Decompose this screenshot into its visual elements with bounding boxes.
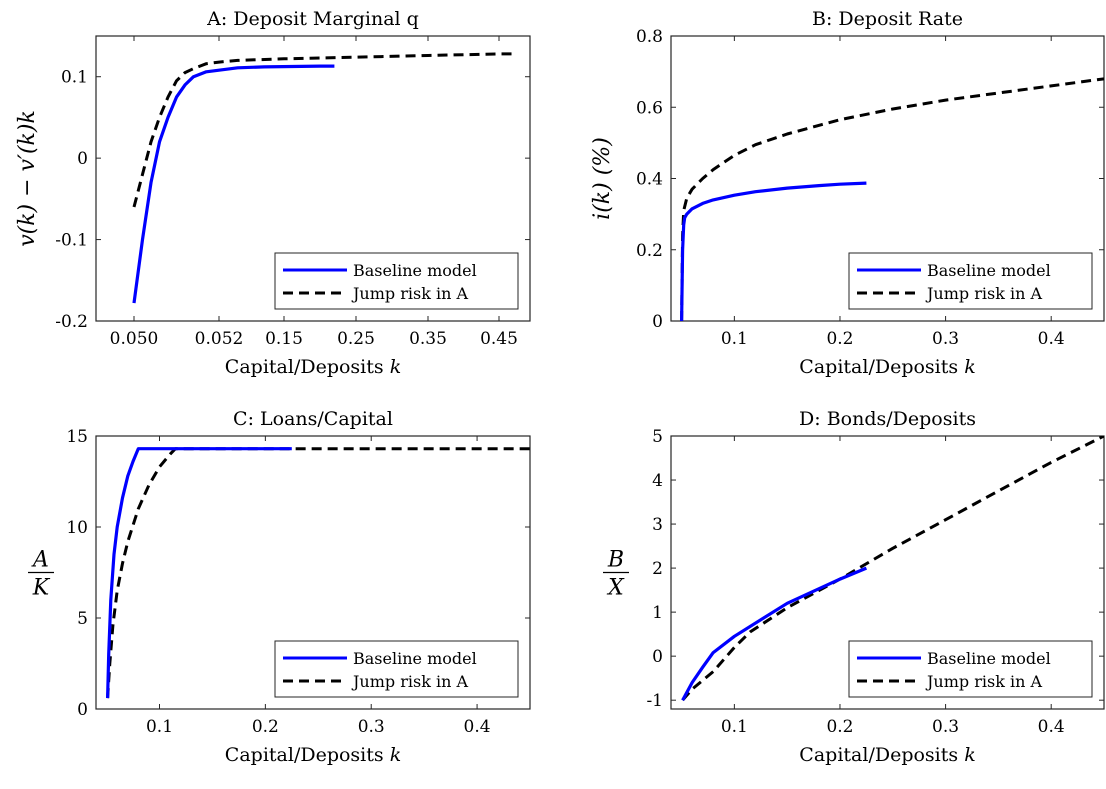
panel-title: D: Bonds/Deposits [799, 408, 976, 430]
y-axis-label: i(k) (%) [590, 137, 615, 220]
x-tick-label: 0.050 [110, 329, 159, 349]
x-tick-label: 0.4 [464, 717, 491, 737]
panel-title: B: Deposit Rate [812, 8, 963, 30]
y-tick-label: 0.4 [636, 170, 663, 190]
y-tick-label: 0.1 [61, 68, 88, 88]
legend-box [274, 640, 519, 698]
y-tick-label: 3 [652, 515, 663, 535]
x-axis-label-text: Capital/Deposits [225, 744, 390, 766]
x-tick-label: 0.4 [1038, 329, 1065, 349]
legend-entry: Baseline model [353, 649, 477, 668]
x-axis-label: Capital/Deposits k [799, 356, 975, 378]
y-tick-label: -1 [646, 691, 663, 711]
jump-risk-line [681, 436, 1104, 702]
legend-entry: Jump risk in A [351, 284, 468, 303]
y-axis-label-denominator: K [32, 576, 51, 601]
y-tick-label: 2 [652, 559, 663, 579]
panel-a: A: Deposit Marginal q 0.050 0.052 0.15 0.25 0… [15, 8, 531, 378]
axes-frame [670, 435, 1105, 710]
x-tick-label: 0.1 [146, 717, 173, 737]
y-tick-label: 15 [66, 427, 88, 447]
y-tick-label: 0.8 [636, 27, 663, 47]
x-tick-label: 0.2 [252, 717, 279, 737]
y-tick-label: 0 [652, 312, 663, 332]
legend-box [848, 640, 1093, 698]
x-axis-label: Capital/Deposits k [799, 744, 975, 766]
baseline-line [106, 447, 292, 699]
y-tick-label: 1 [652, 603, 663, 623]
x-tick-label: 0.45 [480, 329, 518, 349]
x-axis-label-var: k [964, 356, 976, 378]
y-tick-label: 5 [77, 609, 88, 629]
y-tick-label: 0.2 [636, 241, 663, 261]
baseline-line [681, 566, 868, 701]
x-tick-label: 0.1 [721, 717, 748, 737]
x-axis-label-var: k [390, 356, 402, 378]
x-tick-label: 0.25 [337, 329, 375, 349]
x-axis-label-var: k [390, 744, 402, 766]
legend-box [848, 252, 1093, 310]
y-axis-label: v(k) − v′(k)k [15, 110, 40, 247]
x-tick-label: 0.4 [1038, 717, 1065, 737]
baseline-line [132, 64, 335, 304]
baseline-line [680, 181, 867, 321]
panel-title: A: Deposit Marginal q [206, 8, 419, 30]
y-tick-label: 0 [77, 149, 88, 169]
x-tick-label: 0.052 [195, 329, 244, 349]
x-tick-label: 0.2 [826, 329, 853, 349]
x-tick-label: 0.3 [932, 329, 959, 349]
legend-entry: Baseline model [927, 649, 1051, 668]
y-tick-label: -0.1 [55, 231, 88, 251]
panel-c: C: Loans/Capital 0.1 0.2 0.3 0.4 0 5 10 15 Capita… [28, 408, 531, 766]
x-axis-label: Capital/Deposits k [225, 744, 401, 766]
y-tick-label: 5 [652, 427, 663, 447]
legend-entry: Jump risk in A [351, 672, 468, 691]
y-tick-label: 0.6 [636, 98, 663, 118]
legend-entry: Jump risk in A [925, 284, 1042, 303]
y-tick-label: 0 [77, 700, 88, 720]
x-axis-label-text: Capital/Deposits [225, 356, 390, 378]
axes-frame [95, 35, 531, 322]
x-tick-label: 0.15 [265, 329, 303, 349]
y-axis-label-denominator: X [606, 576, 625, 601]
x-tick-label: 0.35 [409, 329, 447, 349]
y-tick-label: -0.2 [55, 312, 88, 332]
x-axis-label-var: k [964, 744, 976, 766]
x-axis-label: Capital/Deposits k [225, 356, 401, 378]
panel-b: B: Deposit Rate 0.1 0.2 0.3 0.4 0 0.2 0.4 0.6 0.8… [590, 8, 1105, 378]
y-tick-label: 4 [652, 471, 663, 491]
axes-frame [95, 435, 531, 710]
legend-entry: Baseline model [353, 261, 477, 280]
jump-risk-line [132, 52, 514, 208]
y-axis-label-numerator: A [31, 548, 49, 573]
y-tick-label: 0 [652, 647, 663, 667]
y-axis-label-numerator: B [607, 548, 624, 573]
legend-entry: Jump risk in A [925, 672, 1042, 691]
x-tick-label: 0.3 [932, 717, 959, 737]
x-tick-label: 0.3 [358, 717, 385, 737]
x-tick-label: 0.2 [826, 717, 853, 737]
legend-entry: Baseline model [927, 261, 1051, 280]
x-axis-label-text: Capital/Deposits [799, 356, 964, 378]
panel-d: D: Bonds/Deposits 0.1 0.2 0.3 0.4 -1 0 1 2 3 4 5 Cap… [603, 408, 1105, 766]
legend-box [274, 252, 519, 310]
x-tick-label: 0.1 [721, 329, 748, 349]
x-axis-label-text: Capital/Deposits [799, 744, 964, 766]
panel-title: C: Loans/Capital [233, 408, 393, 430]
y-tick-label: 10 [66, 518, 88, 538]
